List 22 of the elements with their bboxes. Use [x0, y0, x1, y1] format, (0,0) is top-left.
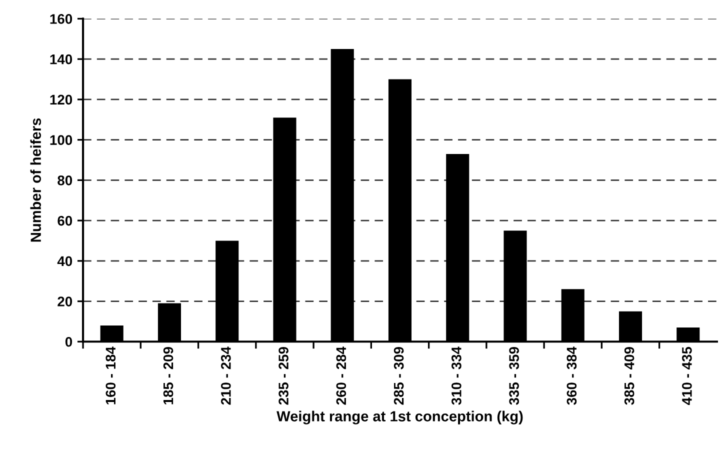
- y-tick-label: 160: [50, 14, 72, 24]
- x-tick-label: 385 - 409: [624, 347, 634, 405]
- x-tick-label: 235 - 259: [278, 347, 288, 405]
- y-axis-title: Number of heifers: [30, 118, 42, 242]
- x-tick-label: 410 - 435: [682, 346, 692, 405]
- y-tick-label: 140: [50, 54, 72, 64]
- x-tick-label: 310 - 334: [452, 346, 462, 405]
- y-tick-label: 80: [58, 176, 72, 186]
- y-tick-label: 20: [58, 296, 72, 306]
- x-tick-label: 210 - 234: [220, 346, 231, 405]
- y-tick-label: 60: [58, 216, 72, 226]
- x-axis-title: Weight range at 1st conception (kg): [276, 410, 523, 424]
- y-tick-label: 100: [50, 135, 72, 145]
- y-tick-label: 120: [50, 94, 72, 105]
- x-tick-label: 285 - 309: [394, 347, 404, 405]
- x-tick-label: 160 - 184: [106, 346, 116, 404]
- y-tick-label: 40: [57, 256, 72, 266]
- y-tick-label: 0: [65, 336, 72, 347]
- x-tick-label: 335 - 359: [509, 347, 519, 405]
- x-tick-label: 185 - 209: [163, 347, 174, 404]
- x-tick-label: 360 - 384: [566, 346, 577, 405]
- x-tick-label: 260 - 284: [336, 346, 346, 405]
